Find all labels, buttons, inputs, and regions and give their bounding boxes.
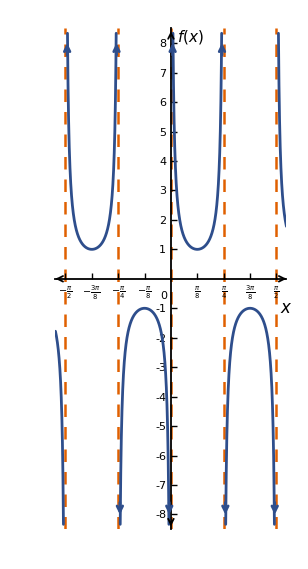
Text: $x$: $x$	[280, 299, 293, 318]
Text: $f(x)$: $f(x)$	[177, 28, 204, 47]
Text: 0: 0	[160, 291, 167, 300]
